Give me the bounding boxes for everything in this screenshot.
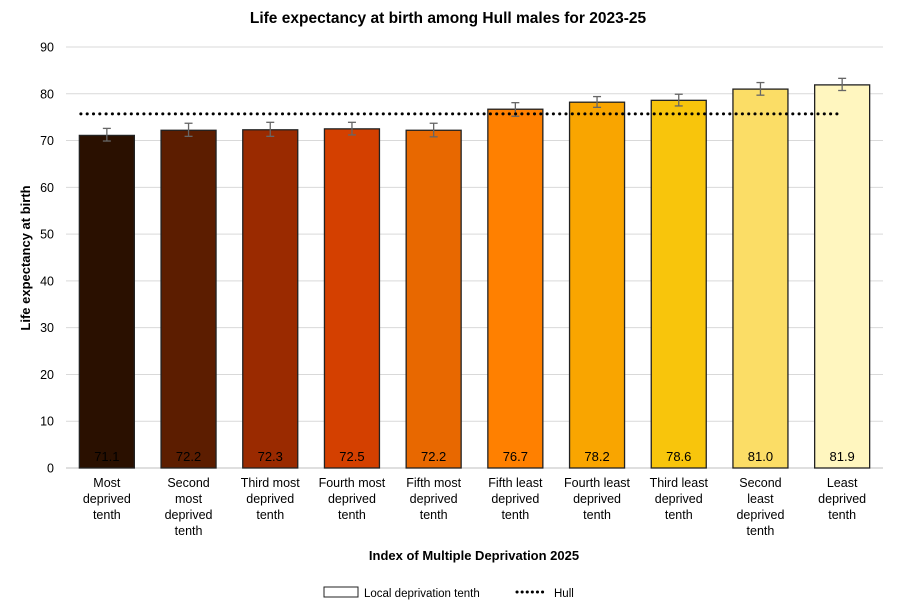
- data-label: 71.1: [94, 449, 119, 464]
- x-tick-label: tenth: [501, 508, 529, 522]
- x-tick-label: deprived: [246, 492, 294, 506]
- bar: [160, 129, 217, 469]
- bar: [242, 129, 299, 469]
- bar: [78, 134, 135, 469]
- y-axis-label: Life expectancy at birth: [18, 185, 33, 330]
- x-tick-label: tenth: [93, 508, 121, 522]
- x-tick-label: deprived: [655, 492, 703, 506]
- y-tick-label: 80: [40, 87, 54, 101]
- x-tick-label: Third most: [241, 476, 301, 490]
- y-tick-label: 0: [47, 462, 54, 476]
- y-tick-label: 30: [40, 321, 54, 335]
- data-label: 78.6: [666, 449, 691, 464]
- data-label: 72.2: [176, 449, 201, 464]
- x-tick-label: Second: [167, 476, 209, 490]
- bar: [487, 108, 544, 469]
- chart-title: Life expectancy at birth among Hull male…: [250, 10, 647, 27]
- x-tick-label: least: [747, 492, 774, 506]
- x-tick-label: Least: [827, 476, 858, 490]
- y-tick-label: 10: [40, 415, 54, 429]
- x-tick-label: deprived: [818, 492, 866, 506]
- x-tick-label: Second: [739, 476, 781, 490]
- x-tick-label: deprived: [83, 492, 131, 506]
- x-tick-label: tenth: [338, 508, 366, 522]
- x-tick-label: tenth: [175, 524, 203, 538]
- legend-swatch-local-deprivation-tenth: [323, 586, 359, 598]
- x-tick-label: most: [175, 492, 203, 506]
- data-label: 72.5: [339, 449, 364, 464]
- x-tick-label: tenth: [828, 508, 856, 522]
- x-tick-label: deprived: [573, 492, 621, 506]
- x-tick-label: Fourth least: [564, 476, 631, 490]
- x-tick-label: tenth: [256, 508, 284, 522]
- y-tick-label: 90: [40, 41, 54, 55]
- legend-label-local-deprivation-tenth: Local deprivation tenth: [364, 588, 480, 600]
- bar: [323, 128, 381, 469]
- x-axis-label: Index of Multiple Deprivation 2025: [369, 548, 579, 563]
- data-label: 78.2: [584, 449, 609, 464]
- x-tick-label: Third least: [650, 476, 709, 490]
- data-label: 72.3: [258, 449, 283, 464]
- bar: [814, 84, 871, 469]
- x-tick-label: tenth: [420, 508, 448, 522]
- x-tick-label: tenth: [747, 524, 775, 538]
- x-tick-label: Fourth most: [319, 476, 386, 490]
- x-tick-label: deprived: [328, 492, 376, 506]
- x-tick-label: Fifth least: [488, 476, 543, 490]
- x-tick-label: tenth: [583, 508, 611, 522]
- data-label: 76.7: [503, 449, 528, 464]
- data-label: 72.2: [421, 449, 446, 464]
- x-tick-label: deprived: [736, 508, 784, 522]
- y-tick-label: 60: [40, 181, 54, 195]
- legend: Local deprivation tenth Hull: [323, 586, 574, 600]
- data-label: 81.9: [829, 449, 854, 464]
- x-tick-label: tenth: [665, 508, 693, 522]
- x-tick-label: Most: [93, 476, 121, 490]
- bar: [732, 88, 789, 469]
- y-tick-label: 70: [40, 134, 54, 148]
- bar: [568, 101, 626, 469]
- legend-label-hull: Hull: [554, 588, 574, 600]
- x-tick-label: deprived: [165, 508, 213, 522]
- x-tick-label: deprived: [410, 492, 458, 506]
- y-tick-label: 40: [40, 274, 54, 288]
- y-tick-label: 20: [40, 368, 54, 382]
- y-tick-label: 50: [40, 228, 54, 242]
- data-label: 81.0: [748, 449, 773, 464]
- bar: [405, 129, 462, 469]
- x-tick-label: Fifth most: [406, 476, 461, 490]
- bar: [650, 99, 707, 469]
- x-tick-label: deprived: [491, 492, 539, 506]
